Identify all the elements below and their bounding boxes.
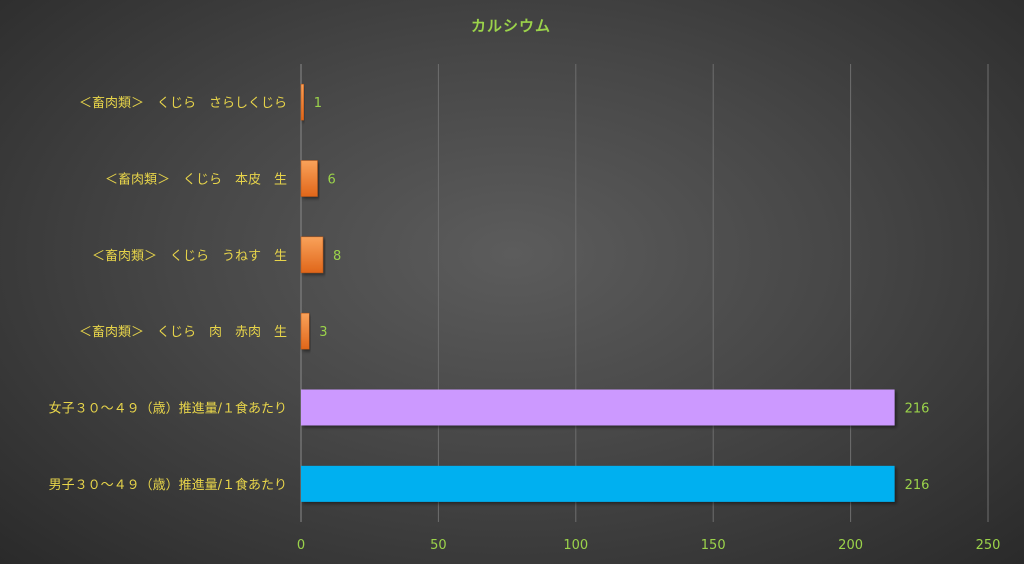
data-label: 216 (905, 402, 930, 417)
category-label: ＜畜肉類＞ くじら 肉 赤肉 生 (79, 324, 287, 340)
category-labels: ＜畜肉類＞ くじら さらしくじら ＜畜肉類＞ くじら 本皮 生 ＜畜肉類＞ くじら … (49, 95, 287, 493)
data-label: 6 (327, 173, 335, 188)
bar (300, 83, 304, 121)
data-labels: 1 6 8 3 216 216 (314, 96, 930, 493)
category-label: 男子３０～４９（歳）推進量/１食あたり (49, 477, 287, 493)
data-label: 216 (905, 478, 930, 493)
x-tick-label: 250 (976, 538, 1001, 553)
data-label: 3 (319, 325, 327, 340)
x-tick-label: 0 (297, 538, 305, 553)
bar (300, 160, 318, 197)
data-label: 8 (333, 249, 341, 264)
category-label: ＜畜肉類＞ くじら うねす 生 (92, 248, 287, 264)
bar (301, 465, 895, 502)
bars (300, 83, 895, 502)
chart-title: カルシウム (471, 17, 551, 35)
x-tick-label: 100 (563, 538, 588, 553)
bar (300, 312, 310, 350)
gridlines (300, 64, 989, 522)
category-label: ＜畜肉類＞ くじら 本皮 生 (105, 172, 287, 188)
category-label: ＜畜肉類＞ くじら さらしくじら (79, 95, 287, 111)
bar (301, 389, 895, 426)
x-tick-label: 200 (838, 538, 863, 553)
category-label: 女子３０～４９（歳）推進量/１食あたり (49, 401, 287, 417)
x-tick-labels: 0 50 100 150 200 250 (297, 538, 1001, 553)
data-label: 1 (314, 96, 322, 111)
bar (300, 236, 324, 274)
x-tick-label: 150 (701, 538, 726, 553)
x-tick-label: 50 (430, 538, 447, 553)
